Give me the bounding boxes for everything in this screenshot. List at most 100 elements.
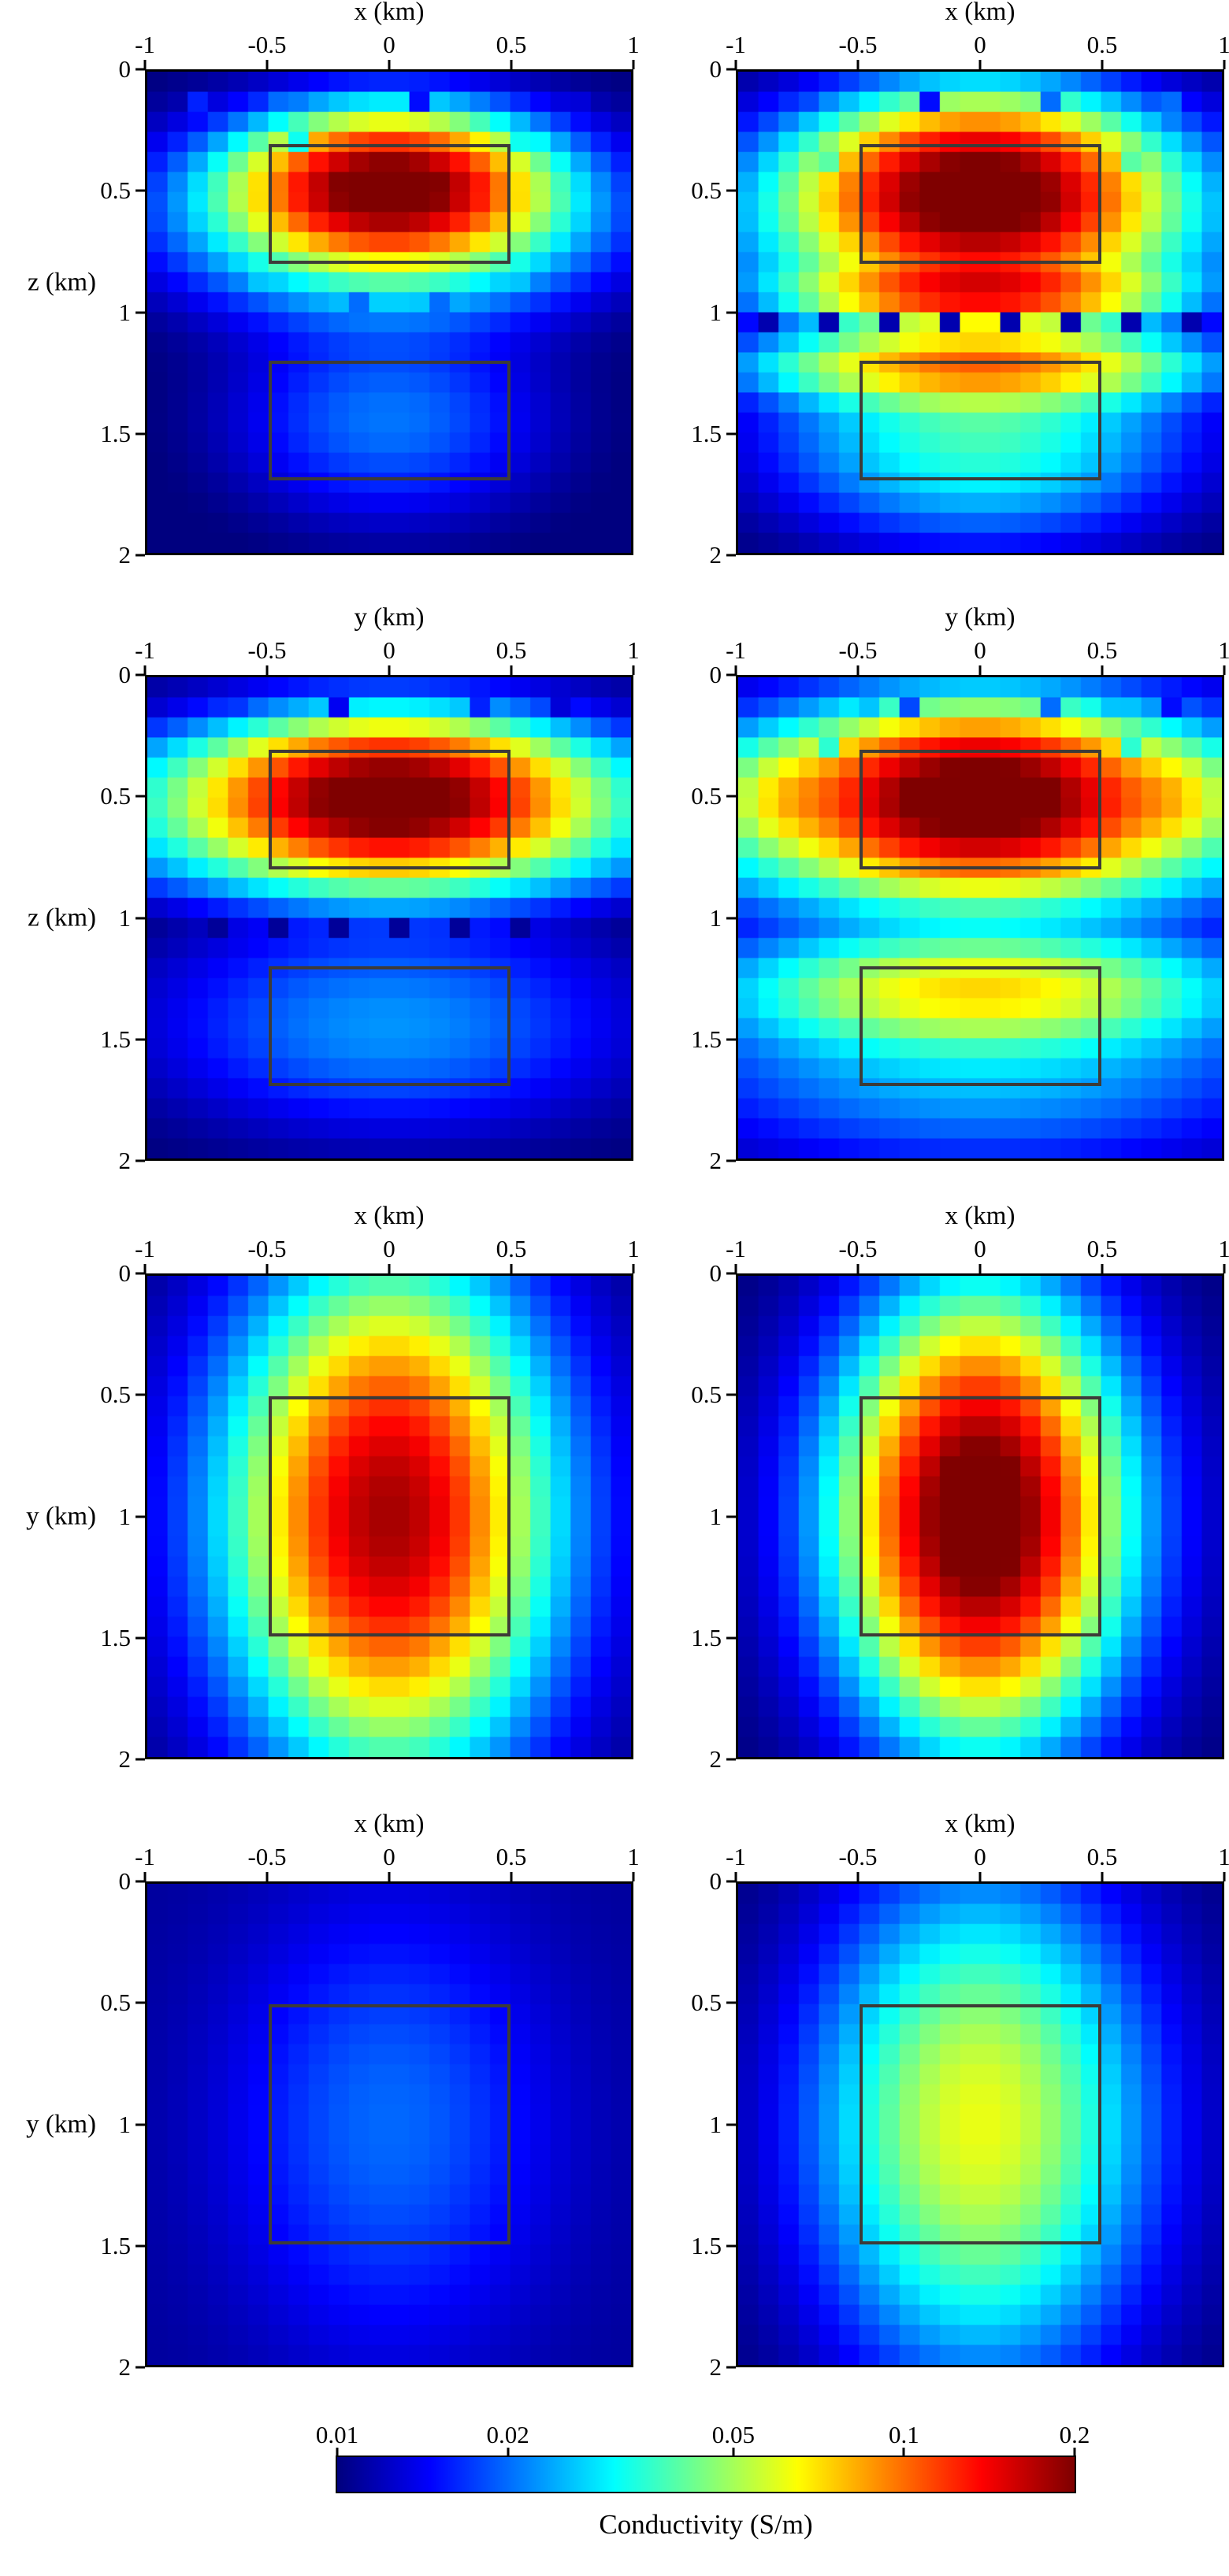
top-axis-label: x (km) (945, 1810, 1016, 1838)
left-tick-label: 2 (118, 2353, 132, 2381)
left-tick-mark (726, 2001, 736, 2004)
left-tick-label: 0 (118, 1259, 132, 1287)
top-tick-mark (1223, 60, 1226, 69)
heatmap-panel-row2-right: y (km) -1 -0.5 0 0.5 1 0 0.5 1 1.5 2 (691, 603, 1229, 1174)
top-tick-label: 1 (1218, 636, 1229, 664)
model-outline-layer (738, 1884, 1222, 2365)
left-tick-mark (136, 189, 145, 192)
left-tick-mark (136, 1880, 145, 1883)
left-tick-label: 0.5 (691, 1381, 722, 1409)
top-tick-label: 1 (627, 636, 640, 664)
left-axis-label: y (km) (26, 2110, 96, 2138)
model-outline-layer (147, 677, 631, 1158)
model-outline (859, 1395, 1101, 1637)
top-tick-mark (734, 665, 737, 675)
model-outline (859, 749, 1101, 870)
model-outline (859, 966, 1101, 1087)
colorbar-tick-label: 0.1 (889, 2421, 919, 2448)
left-tick-mark (726, 1880, 736, 1883)
colorbar-tick-mark (1073, 2448, 1076, 2457)
top-tick-label: 0 (383, 31, 395, 58)
top-tick-mark (1101, 60, 1104, 69)
top-tick-label: 1 (1218, 1843, 1229, 1870)
heatmap-canvas (738, 1884, 1222, 2365)
top-tick-label: 0 (974, 636, 986, 664)
top-tick-label: 1 (1218, 31, 1229, 58)
top-tick-label: -0.5 (247, 636, 287, 664)
top-tick-mark (632, 665, 635, 675)
left-tick-label: 2 (709, 2353, 722, 2381)
left-tick-mark (136, 1393, 145, 1396)
top-tick-mark (388, 1872, 391, 1881)
left-tick-label: 0.5 (691, 176, 722, 205)
left-tick-mark (726, 2366, 736, 2369)
heatmap-canvas (147, 1884, 631, 2365)
top-tick-mark (510, 665, 513, 675)
top-tick-mark (856, 60, 860, 69)
left-tick-label: 0.5 (100, 782, 131, 810)
heatmap-plot (736, 69, 1224, 555)
left-tick-mark (726, 2244, 736, 2248)
top-tick-mark (978, 665, 982, 675)
top-tick-label: -0.5 (838, 31, 878, 58)
left-tick-label: 1.5 (691, 1025, 722, 1053)
colorbar-tick-label: 0.02 (486, 2421, 529, 2448)
left-tick-label: 1.5 (100, 1623, 131, 1651)
left-tick-label: 1.5 (691, 419, 722, 447)
model-outline-layer (147, 1884, 631, 2365)
top-axis-label: y (km) (354, 603, 425, 632)
model-outline (268, 749, 511, 870)
colorbar-tick-mark (336, 2448, 339, 2457)
top-tick-label: 1 (627, 1235, 640, 1262)
top-tick-mark (1223, 665, 1226, 675)
top-tick-mark (143, 1872, 147, 1881)
top-tick-label: -1 (135, 1235, 155, 1262)
top-tick-label: -0.5 (838, 636, 878, 664)
top-tick-label: 0 (974, 1235, 986, 1262)
top-tick-label: -0.5 (247, 31, 287, 58)
left-tick-mark (136, 554, 145, 557)
left-tick-label: 1 (118, 2110, 132, 2138)
left-tick-mark (136, 917, 145, 919)
colorbar-gradient (337, 2457, 1075, 2492)
top-tick-label: 0.5 (496, 1843, 527, 1870)
heatmap-plot (736, 1881, 1224, 2367)
top-axis-label: x (km) (945, 1202, 1016, 1230)
top-tick-mark (265, 1264, 269, 1273)
heatmap-canvas (147, 72, 631, 553)
left-tick-mark (136, 1272, 145, 1275)
heatmap-panel-row4-left: x (km) y (km) -1 -0.5 0 0.5 1 0 0.5 1 1.5 2 (26, 1810, 640, 2381)
top-tick-mark (1101, 665, 1104, 675)
heatmap-canvas (738, 72, 1222, 553)
colorbar-caption: Conductivity (S/m) (599, 2509, 813, 2540)
left-tick-label: 2 (709, 541, 722, 569)
top-axis-label: y (km) (945, 603, 1016, 632)
left-tick-mark (726, 311, 736, 313)
left-tick-mark (136, 68, 145, 71)
top-tick-label: 0 (383, 1843, 395, 1870)
model-outline-layer (738, 72, 1222, 553)
heatmap-plot (145, 1273, 633, 1759)
top-tick-label: 0 (974, 1843, 986, 1870)
model-outline-layer (147, 1276, 631, 1757)
top-tick-mark (978, 60, 982, 69)
left-tick-label: 1.5 (100, 1025, 131, 1053)
heatmap-plot (145, 1881, 633, 2367)
left-tick-mark (136, 2123, 145, 2126)
top-tick-mark (734, 1872, 737, 1881)
left-tick-label: 0 (118, 55, 132, 83)
colorbar: 0.01 0.02 0.05 0.1 0.2 (316, 2421, 1090, 2493)
top-tick-mark (1223, 1872, 1226, 1881)
top-tick-mark (632, 1872, 635, 1881)
top-tick-label: 0.5 (496, 1235, 527, 1262)
left-tick-mark (136, 1758, 145, 1761)
left-tick-label: 1 (709, 2110, 722, 2138)
heatmap-canvas (147, 677, 631, 1158)
left-tick-label: 1 (709, 903, 722, 932)
top-tick-label: 0 (383, 1235, 395, 1262)
model-outline-layer (738, 677, 1222, 1158)
top-tick-mark (388, 665, 391, 675)
left-tick-label: 1.5 (691, 1623, 722, 1651)
left-tick-mark (136, 2366, 145, 2369)
left-tick-mark (136, 673, 145, 676)
